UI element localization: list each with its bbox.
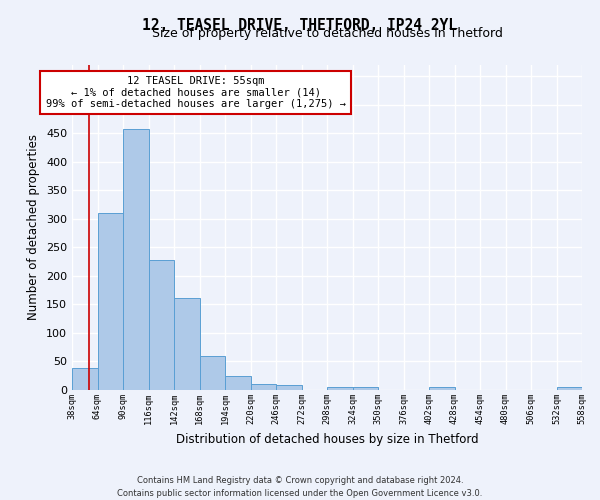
Bar bbox=[97, 212, 123, 390]
Text: 12 TEASEL DRIVE: 55sqm
← 1% of detached houses are smaller (14)
99% of semi-deta: 12 TEASEL DRIVE: 55sqm ← 1% of detached … bbox=[46, 76, 346, 109]
Text: 12, TEASEL DRIVE, THETFORD, IP24 2YL: 12, TEASEL DRIVE, THETFORD, IP24 2YL bbox=[143, 18, 458, 32]
Bar bbox=[225, 376, 251, 390]
Bar bbox=[327, 387, 353, 390]
Bar bbox=[199, 356, 225, 390]
Bar bbox=[557, 387, 582, 390]
Title: Size of property relative to detached houses in Thetford: Size of property relative to detached ho… bbox=[152, 27, 502, 40]
Bar bbox=[429, 387, 455, 390]
Text: Contains HM Land Registry data © Crown copyright and database right 2024.
Contai: Contains HM Land Registry data © Crown c… bbox=[118, 476, 482, 498]
Bar bbox=[276, 385, 302, 390]
Bar bbox=[174, 298, 199, 390]
Bar bbox=[72, 368, 97, 390]
Bar bbox=[353, 386, 378, 390]
X-axis label: Distribution of detached houses by size in Thetford: Distribution of detached houses by size … bbox=[176, 432, 478, 446]
Bar bbox=[149, 260, 174, 390]
Bar bbox=[251, 384, 276, 390]
Bar bbox=[123, 130, 149, 390]
Y-axis label: Number of detached properties: Number of detached properties bbox=[28, 134, 40, 320]
